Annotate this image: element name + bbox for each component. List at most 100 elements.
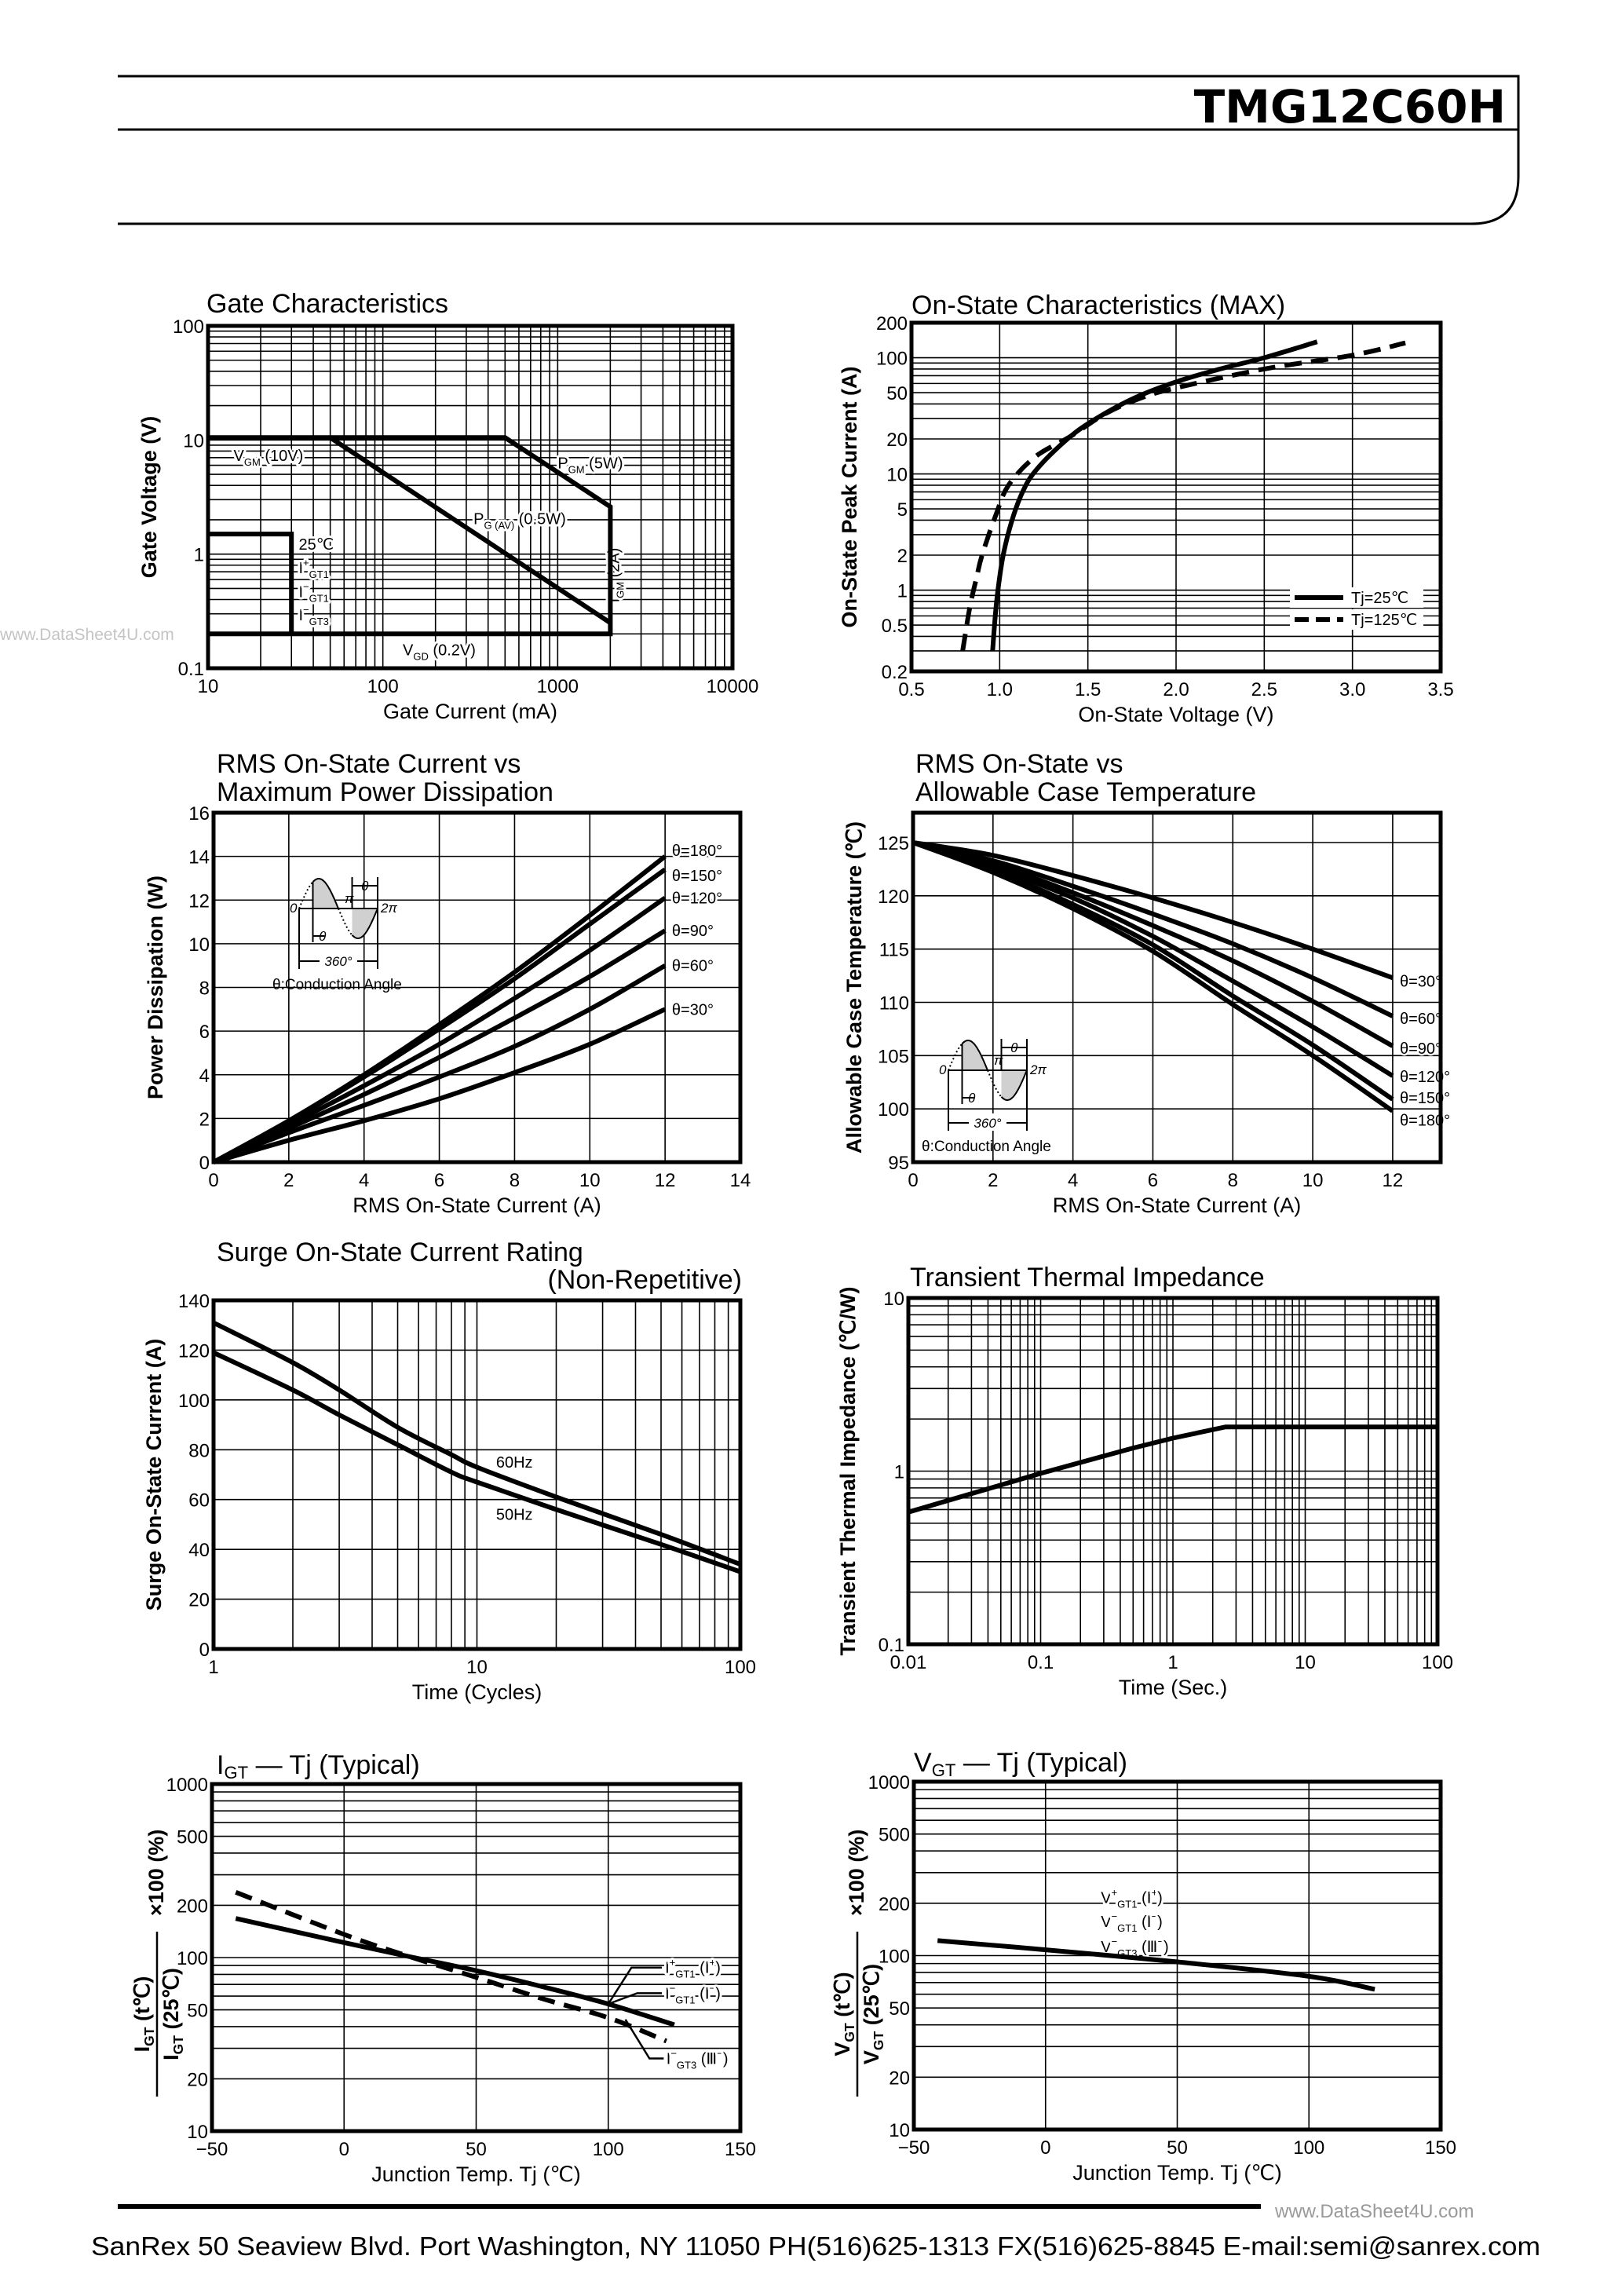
text-run: ) xyxy=(715,1960,721,1977)
inset-wave xyxy=(351,908,378,939)
superscript: − xyxy=(717,2048,723,2060)
chart-title: Surge On-State Current Rating xyxy=(217,1238,583,1267)
annotation-label: PGM (5W) xyxy=(557,455,623,475)
series-line-2 xyxy=(235,1890,667,2044)
series-line-1 xyxy=(212,1320,742,1567)
x-tick-label: 3.0 xyxy=(1339,679,1365,700)
y-tick-label: 1 xyxy=(897,581,908,602)
subscript: GT1 xyxy=(1117,1898,1137,1910)
series-line-3 xyxy=(912,840,1394,1048)
y-tick-label: 100 xyxy=(173,316,204,338)
x-tick-label: 12 xyxy=(1383,1170,1404,1191)
y-tick-label: 500 xyxy=(177,1827,208,1848)
annotation-leader xyxy=(607,1966,663,2005)
x-tick-label: 0 xyxy=(339,2139,349,2160)
inset-two-pi-label: 2π xyxy=(380,901,397,916)
x-tick-label: 10 xyxy=(579,1170,601,1191)
footer-watermark: www.DataSheet4U.com xyxy=(1274,2201,1474,2222)
subscript: GT xyxy=(224,1763,248,1782)
text-run: (Ⅲ xyxy=(696,2051,717,2068)
x-tick-label: 10 xyxy=(198,676,219,697)
text-run: Gate Characteristics xyxy=(206,289,448,319)
y-tick-label: 120 xyxy=(878,887,909,908)
chart-title: Transient Thermal Impedance xyxy=(910,1263,1265,1292)
inset-positive-lobe xyxy=(962,1040,988,1070)
annotation-label: V−GT1 (Ⅰ−) xyxy=(1101,1910,1163,1934)
annotation-label: VGD (0.2V) xyxy=(403,642,476,663)
inset-theta-label: θ xyxy=(1010,1040,1018,1055)
y-tick-label: 20 xyxy=(188,1590,210,1611)
annotation-label: I−GT1 (Ⅰ−) xyxy=(665,1982,721,2005)
footer-address: SanRex 50 Seaview Blvd. Port Washington,… xyxy=(91,2232,1540,2261)
text-run: I xyxy=(606,598,623,603)
x-tick-label: −50 xyxy=(898,2137,930,2159)
plot-frame xyxy=(211,810,743,1164)
subscript: GT xyxy=(871,2031,886,2050)
x-tick-label: 2 xyxy=(988,1170,998,1191)
inset-wave xyxy=(1000,1069,1028,1101)
inset-wave xyxy=(961,1040,988,1071)
y-tick-label: 0.5 xyxy=(882,616,908,637)
plot-frame xyxy=(211,1298,743,1651)
y-tick-label: 10 xyxy=(188,934,210,956)
y-axis-label: Allowable Case Temperature (℃) xyxy=(842,821,866,1153)
y-tick-label: 40 xyxy=(188,1540,210,1561)
subscript: GT1 xyxy=(309,569,329,580)
x-axis-label: On-State Voltage (V) xyxy=(1078,703,1273,726)
x-tick-label: 10 xyxy=(1302,1170,1324,1191)
y-tick-label: 6 xyxy=(199,1022,210,1043)
y-label-numerator: IGT (t℃) xyxy=(130,1976,157,2053)
header: TMG12C60H xyxy=(118,75,1520,225)
text-run: ) xyxy=(1157,1889,1163,1907)
inset-positive-lobe xyxy=(312,879,338,909)
chart-5: Surge On-State Current Rating(Non-Repeti… xyxy=(142,1238,756,1704)
series-line-1 xyxy=(235,1916,675,2027)
y-tick-label: 1000 xyxy=(166,1775,208,1796)
text-run: (Ⅲ xyxy=(1137,1939,1157,1956)
y-tick-label: 105 xyxy=(878,1046,909,1067)
subscript: GT1 xyxy=(1117,1922,1137,1934)
x-tick-label: 1.0 xyxy=(987,679,1013,700)
text-run: I xyxy=(298,607,303,624)
text-run: (25℃) xyxy=(159,1968,183,2035)
y-tick-label: 1000 xyxy=(868,1772,910,1793)
x-tick-label: 150 xyxy=(1425,2137,1456,2159)
text-run: (25℃) xyxy=(860,1964,883,2031)
subscript: GT xyxy=(141,2027,157,2046)
y-tick-label: 100 xyxy=(879,1947,910,1968)
y-label-numerator: VGT (t℃) xyxy=(831,1972,857,2056)
x-tick-label: 10 xyxy=(1295,1652,1316,1673)
y-tick-label: 80 xyxy=(188,1440,210,1461)
y-tick-label: 120 xyxy=(178,1340,210,1362)
text-run: (0.2V) xyxy=(429,642,476,660)
inset-period-label: 360° xyxy=(324,954,352,969)
series-line-2 xyxy=(912,840,1394,1018)
text-run: V xyxy=(1101,1889,1112,1907)
inset-period-label: 360° xyxy=(974,1116,1001,1131)
chart-1: Gate Characteristics 10 100 1000 10000 0.1 1 10… xyxy=(137,289,758,723)
series-line-4 xyxy=(212,928,667,1164)
subscript: GT1 xyxy=(675,1969,695,1980)
text-run: (5W) xyxy=(585,455,623,472)
y-axis-label: Power Dissipation (W) xyxy=(144,876,167,1099)
annotation-label: I−GT3 (Ⅲ−) xyxy=(667,2048,729,2071)
legend-label: Tj=125℃ xyxy=(1351,612,1417,629)
series-line-1 xyxy=(912,840,1394,981)
x-axis-label: Time (Cycles) xyxy=(412,1680,542,1704)
y-tick-label: 20 xyxy=(187,2069,208,2090)
x-tick-label: 6 xyxy=(434,1170,444,1191)
conduction-angle-inset: 0 π 2π θ θ 360° θ:Conduction Angle xyxy=(922,1039,1051,1155)
series-label: θ=150° xyxy=(1400,1090,1450,1107)
text-run: (Non-Repetitive) xyxy=(547,1265,742,1295)
y-axis-label: IGT (t℃)IGT (25℃)×100 (%) xyxy=(130,1830,186,2097)
annotation-label: I−GT1 xyxy=(298,580,328,604)
text-run: I xyxy=(665,1985,670,2002)
text-run: I xyxy=(298,560,303,577)
x-tick-label: 2 xyxy=(283,1170,294,1191)
y-tick-label: 8 xyxy=(199,978,210,1000)
annotation-leader xyxy=(624,2019,664,2060)
